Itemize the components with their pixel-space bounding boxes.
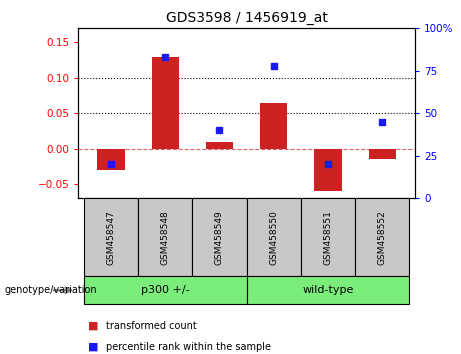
Bar — [314, 149, 342, 191]
Text: GSM458548: GSM458548 — [161, 210, 170, 264]
Text: GSM458551: GSM458551 — [324, 210, 332, 265]
Text: GSM458549: GSM458549 — [215, 210, 224, 264]
Text: GSM458552: GSM458552 — [378, 210, 387, 264]
Bar — [355, 198, 409, 276]
Bar — [260, 103, 287, 149]
Bar — [301, 198, 355, 276]
Text: p300 +/-: p300 +/- — [141, 285, 189, 295]
Text: transformed count: transformed count — [106, 321, 197, 331]
Text: ■: ■ — [88, 342, 98, 352]
Bar — [138, 198, 192, 276]
Text: percentile rank within the sample: percentile rank within the sample — [106, 342, 271, 352]
Bar — [247, 276, 409, 304]
Bar — [84, 276, 247, 304]
Bar — [206, 142, 233, 149]
Bar — [247, 198, 301, 276]
Text: ■: ■ — [88, 321, 98, 331]
Bar — [152, 57, 179, 149]
Bar — [369, 149, 396, 159]
Text: wild-type: wild-type — [302, 285, 354, 295]
Text: GSM458550: GSM458550 — [269, 210, 278, 265]
Text: genotype/variation: genotype/variation — [5, 285, 97, 295]
Bar — [97, 149, 124, 170]
Title: GDS3598 / 1456919_at: GDS3598 / 1456919_at — [165, 11, 328, 24]
Bar — [84, 198, 138, 276]
Bar — [192, 198, 247, 276]
Text: GSM458547: GSM458547 — [106, 210, 115, 264]
